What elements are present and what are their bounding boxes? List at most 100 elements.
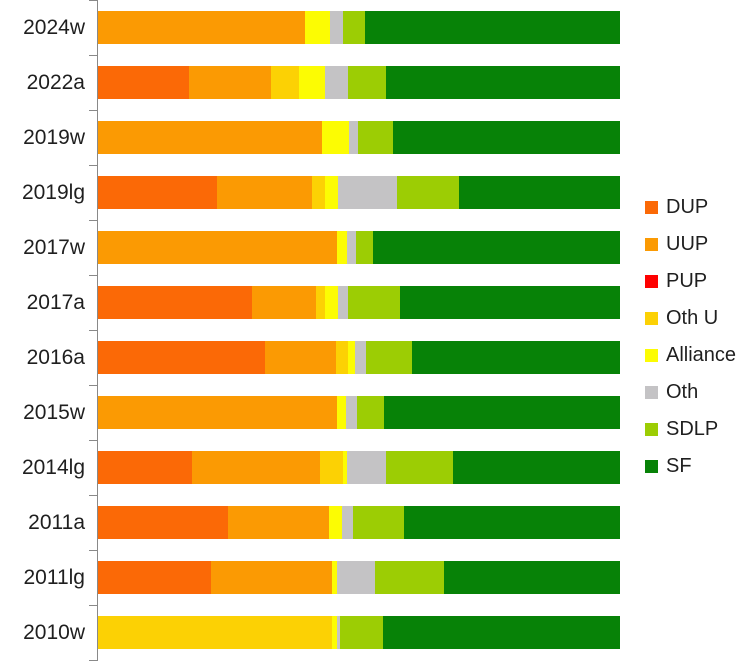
legend-label: UUP	[666, 233, 709, 255]
bar-segment-sdlp	[352, 506, 404, 539]
bar-segment-sf	[400, 286, 620, 319]
legend-label: PUP	[666, 270, 708, 292]
axis-tick	[89, 110, 97, 111]
bar-segment-alliance	[348, 341, 355, 374]
category-label: 2011lg	[23, 566, 85, 589]
bar-row: 2010w	[0, 616, 736, 649]
bar-segment-sf	[459, 176, 620, 209]
category-label: 2014lg	[21, 456, 85, 479]
legend-label: Alliance	[666, 344, 736, 366]
bar-segment-sdlp	[348, 66, 387, 99]
bar-segment-sdlp	[355, 231, 374, 264]
bar-segment-dup	[98, 451, 192, 484]
bar-segment-sdlp	[348, 286, 401, 319]
legend-item-pup: PUP	[645, 271, 735, 291]
bar-segment-oth	[349, 121, 358, 154]
stacked-bar	[98, 341, 620, 374]
bar-segment-uup	[188, 66, 271, 99]
bar-segment-oth-u	[319, 451, 343, 484]
bar-segment-alliance	[342, 451, 347, 484]
bar-segment-sdlp	[356, 396, 385, 429]
bar-segment-uup	[251, 286, 317, 319]
bar-segment-sf	[452, 451, 620, 484]
bar-segment-uup	[265, 341, 337, 374]
axis-tick	[89, 605, 97, 606]
bar-segment-uup	[98, 231, 338, 264]
bar-segment-dup	[98, 341, 266, 374]
bar-segment-sf	[411, 341, 620, 374]
legend-swatch	[645, 385, 658, 399]
stacked-bar	[98, 231, 620, 264]
bar-row: 2017a	[0, 286, 736, 319]
bar-segment-sdlp	[386, 451, 453, 484]
legend-swatch	[645, 311, 658, 325]
bar-segment-sdlp	[340, 616, 383, 649]
bar-segment-sdlp	[375, 561, 445, 594]
bar-segment-dup	[98, 506, 228, 539]
category-label: 2019lg	[21, 181, 85, 204]
legend-item-sf: SF	[645, 456, 735, 476]
bar-segment-alliance	[337, 396, 346, 429]
bar-segment-sdlp	[397, 176, 460, 209]
bar-segment-oth-u	[336, 341, 349, 374]
category-label: 2016a	[26, 346, 85, 369]
bar-segment-alliance	[325, 286, 339, 319]
category-label: 2010w	[23, 621, 85, 644]
axis-tick	[89, 275, 97, 276]
bar-segment-oth	[346, 451, 387, 484]
legend-label: SF	[666, 455, 692, 477]
bar-row: 2019lg	[0, 176, 736, 209]
bar-segment-oth	[354, 341, 366, 374]
bar-segment-sf	[384, 396, 620, 429]
bar-segment-alliance	[298, 66, 326, 99]
bar-segment-uup	[227, 506, 329, 539]
bar-segment-sdlp	[357, 121, 393, 154]
bar-segment-dup	[98, 176, 218, 209]
stacked-bar	[98, 451, 620, 484]
bar-segment-alliance	[331, 561, 338, 594]
bar-segment-oth-u	[98, 616, 332, 649]
bar-segment-dup	[98, 561, 211, 594]
legend-swatch	[645, 459, 658, 473]
bar-segment-alliance	[321, 121, 350, 154]
bar-segment-alliance	[325, 176, 339, 209]
legend-item-sdlp: SDLP	[645, 419, 735, 439]
bar-segment-sf	[365, 11, 620, 44]
legend-label: Oth U	[666, 307, 719, 329]
bar-segment-oth	[330, 11, 344, 44]
bar-segment-uup	[217, 176, 313, 209]
stacked-bar	[98, 561, 620, 594]
axis-tick	[89, 165, 97, 166]
bar-segment-alliance	[331, 616, 338, 649]
bar-row: 2017w	[0, 231, 736, 264]
bar-segment-oth	[345, 396, 357, 429]
y-axis-line	[97, 0, 98, 661]
axis-tick	[89, 495, 97, 496]
bar-segment-sf	[373, 231, 620, 264]
stacked-bar	[98, 121, 620, 154]
bar-segment-alliance	[328, 506, 342, 539]
legend-item-oth: Oth	[645, 382, 735, 402]
bar-row: 2014lg	[0, 451, 736, 484]
stacked-bar	[98, 11, 620, 44]
stacked-bar	[98, 506, 620, 539]
bar-segment-oth	[337, 561, 376, 594]
bar-segment-oth-u	[316, 286, 326, 319]
legend-item-dup: DUP	[645, 197, 735, 217]
bar-segment-sf	[386, 66, 620, 99]
bar-segment-alliance	[337, 231, 347, 264]
stacked-bar	[98, 66, 620, 99]
legend-label: DUP	[666, 196, 709, 218]
legend-swatch	[645, 422, 658, 436]
bar-segment-uup	[98, 11, 306, 44]
bar-row: 2016a	[0, 341, 736, 374]
legend-label: SDLP	[666, 418, 719, 440]
bar-row: 2022a	[0, 66, 736, 99]
bar-segment-oth	[341, 506, 353, 539]
category-label: 2017w	[23, 236, 85, 259]
category-label: 2017a	[26, 291, 85, 314]
bar-segment-dup	[98, 286, 252, 319]
bar-segment-uup	[210, 561, 332, 594]
bar-segment-alliance	[305, 11, 331, 44]
